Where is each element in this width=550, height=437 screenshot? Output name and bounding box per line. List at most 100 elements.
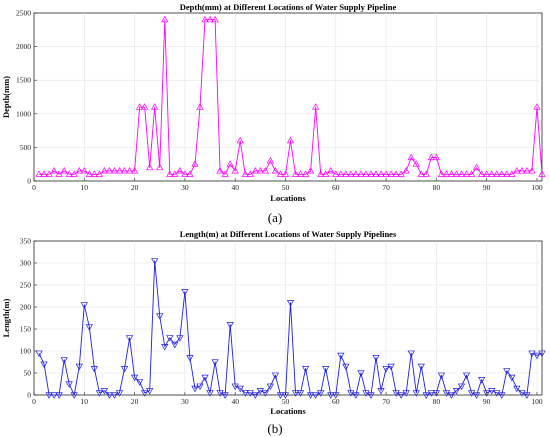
length-data-point: [422, 392, 430, 399]
depth-y-tick-label: 500: [20, 143, 32, 152]
length-data-point: [462, 372, 471, 380]
length-data-point: [266, 383, 275, 391]
depth-data-point: [261, 167, 270, 174]
length-data-point: [120, 366, 129, 373]
length-data-point: [161, 344, 169, 351]
depth-y-tick-label: 2500: [16, 9, 31, 18]
depth-data-point: [80, 167, 88, 174]
depth-data-point: [452, 170, 461, 177]
depth-data-point: [95, 170, 104, 177]
depth-data-point: [422, 170, 430, 177]
length-y-tick-label: 50: [24, 369, 32, 378]
length-data-point: [171, 341, 179, 349]
length-data-point: [291, 390, 300, 397]
length-y-tick-label: 350: [20, 237, 32, 246]
depth-data-point: [312, 103, 320, 110]
depth-data-point: [221, 170, 229, 177]
length-x-tick-label: 80: [433, 397, 441, 406]
depth-data-point: [186, 170, 194, 177]
length-data-point: [151, 258, 159, 265]
length-x-axis-label: Locations: [270, 406, 306, 416]
depth-data-point: [513, 167, 521, 174]
length-data-point: [342, 363, 350, 371]
depth-data-point: [533, 103, 541, 110]
length-data-point: [483, 390, 491, 397]
length-data-point: [377, 388, 385, 395]
length-data-point: [130, 374, 139, 382]
depth-x-tick-label: 90: [483, 183, 491, 192]
length-y-tick-label: 250: [20, 281, 32, 290]
length-data-point: [528, 350, 536, 358]
length-data-point: [40, 361, 48, 369]
depth-data-point: [306, 167, 315, 174]
length-data-point: [508, 374, 516, 382]
depth-data-point: [60, 167, 68, 174]
length-data-point: [115, 390, 124, 397]
depth-x-ticks: 0 10 20 30 40 50 60 70 80 90 100: [32, 178, 543, 192]
length-data-point: [221, 392, 229, 399]
length-data-point: [241, 390, 249, 397]
depth-x-tick-label: 100: [531, 183, 543, 192]
depth-data-point: [296, 170, 305, 177]
depth-data-point: [442, 170, 451, 177]
depth-data-point: [110, 167, 119, 174]
depth-x-tick-label: 30: [181, 183, 189, 192]
length-data-point: [478, 377, 486, 384]
depth-data-point: [141, 103, 149, 110]
depth-data-point: [402, 167, 410, 174]
depth-data-point: [377, 170, 385, 177]
depth-data-point: [176, 167, 184, 174]
length-data-point: [146, 388, 154, 395]
length-data-point: [417, 363, 425, 371]
length-data-point: [231, 383, 239, 391]
depth-data-point: [75, 167, 83, 174]
depth-data-point: [467, 170, 476, 177]
depth-data-point: [457, 170, 466, 177]
length-data-point: [538, 350, 546, 358]
depth-data-point: [246, 170, 254, 177]
length-data-point: [55, 392, 63, 399]
length-data-point: [317, 390, 325, 397]
depth-x-tick-label: 60: [332, 183, 340, 192]
depth-data-point: [357, 170, 365, 177]
length-x-tick-label: 10: [81, 397, 89, 406]
depth-data-point: [276, 170, 285, 177]
length-data-point: [75, 363, 83, 371]
length-data-point: [261, 390, 270, 397]
length-data-point: [498, 392, 506, 399]
length-data-point: [80, 302, 88, 309]
depth-data-point: [352, 170, 360, 177]
depth-data-point: [241, 170, 249, 177]
depth-data-point: [362, 170, 370, 177]
length-data-point: [211, 359, 219, 366]
depth-data-point: [226, 160, 234, 167]
length-data-point: [427, 390, 435, 397]
depth-data-point: [196, 103, 204, 110]
length-data-point: [60, 357, 68, 364]
depth-data-point: [191, 160, 199, 167]
depth-data-point: [478, 170, 486, 177]
length-x-ticks: 0 10 20 30 40 50 60 70 80 90 100: [32, 392, 543, 406]
length-x-tick-label: 70: [382, 397, 390, 406]
length-data-point: [105, 392, 114, 399]
depth-data-point: [90, 170, 98, 177]
depth-panel-caption: (a): [268, 210, 282, 225]
depth-data-point: [372, 170, 380, 177]
depth-data-point: [85, 170, 93, 177]
depth-data-point: [488, 170, 496, 177]
length-data-point: [493, 390, 501, 397]
length-data-point: [90, 366, 98, 373]
depth-data-point: [286, 136, 295, 144]
length-data-point: [392, 390, 400, 397]
depth-data-point: [211, 15, 219, 23]
depth-data-point: [397, 170, 405, 177]
length-y-tick-label: 200: [20, 303, 32, 312]
length-data-point: [407, 350, 415, 358]
depth-data-point: [151, 103, 159, 110]
depth-y-tick-label: 0: [27, 177, 31, 186]
depth-data-point: [135, 103, 144, 110]
depth-data-point: [171, 170, 179, 177]
length-data-point: [357, 370, 365, 377]
length-data-point: [186, 355, 194, 362]
length-y-ticks: 0 50 100 150 200 250 300 350: [20, 237, 37, 400]
